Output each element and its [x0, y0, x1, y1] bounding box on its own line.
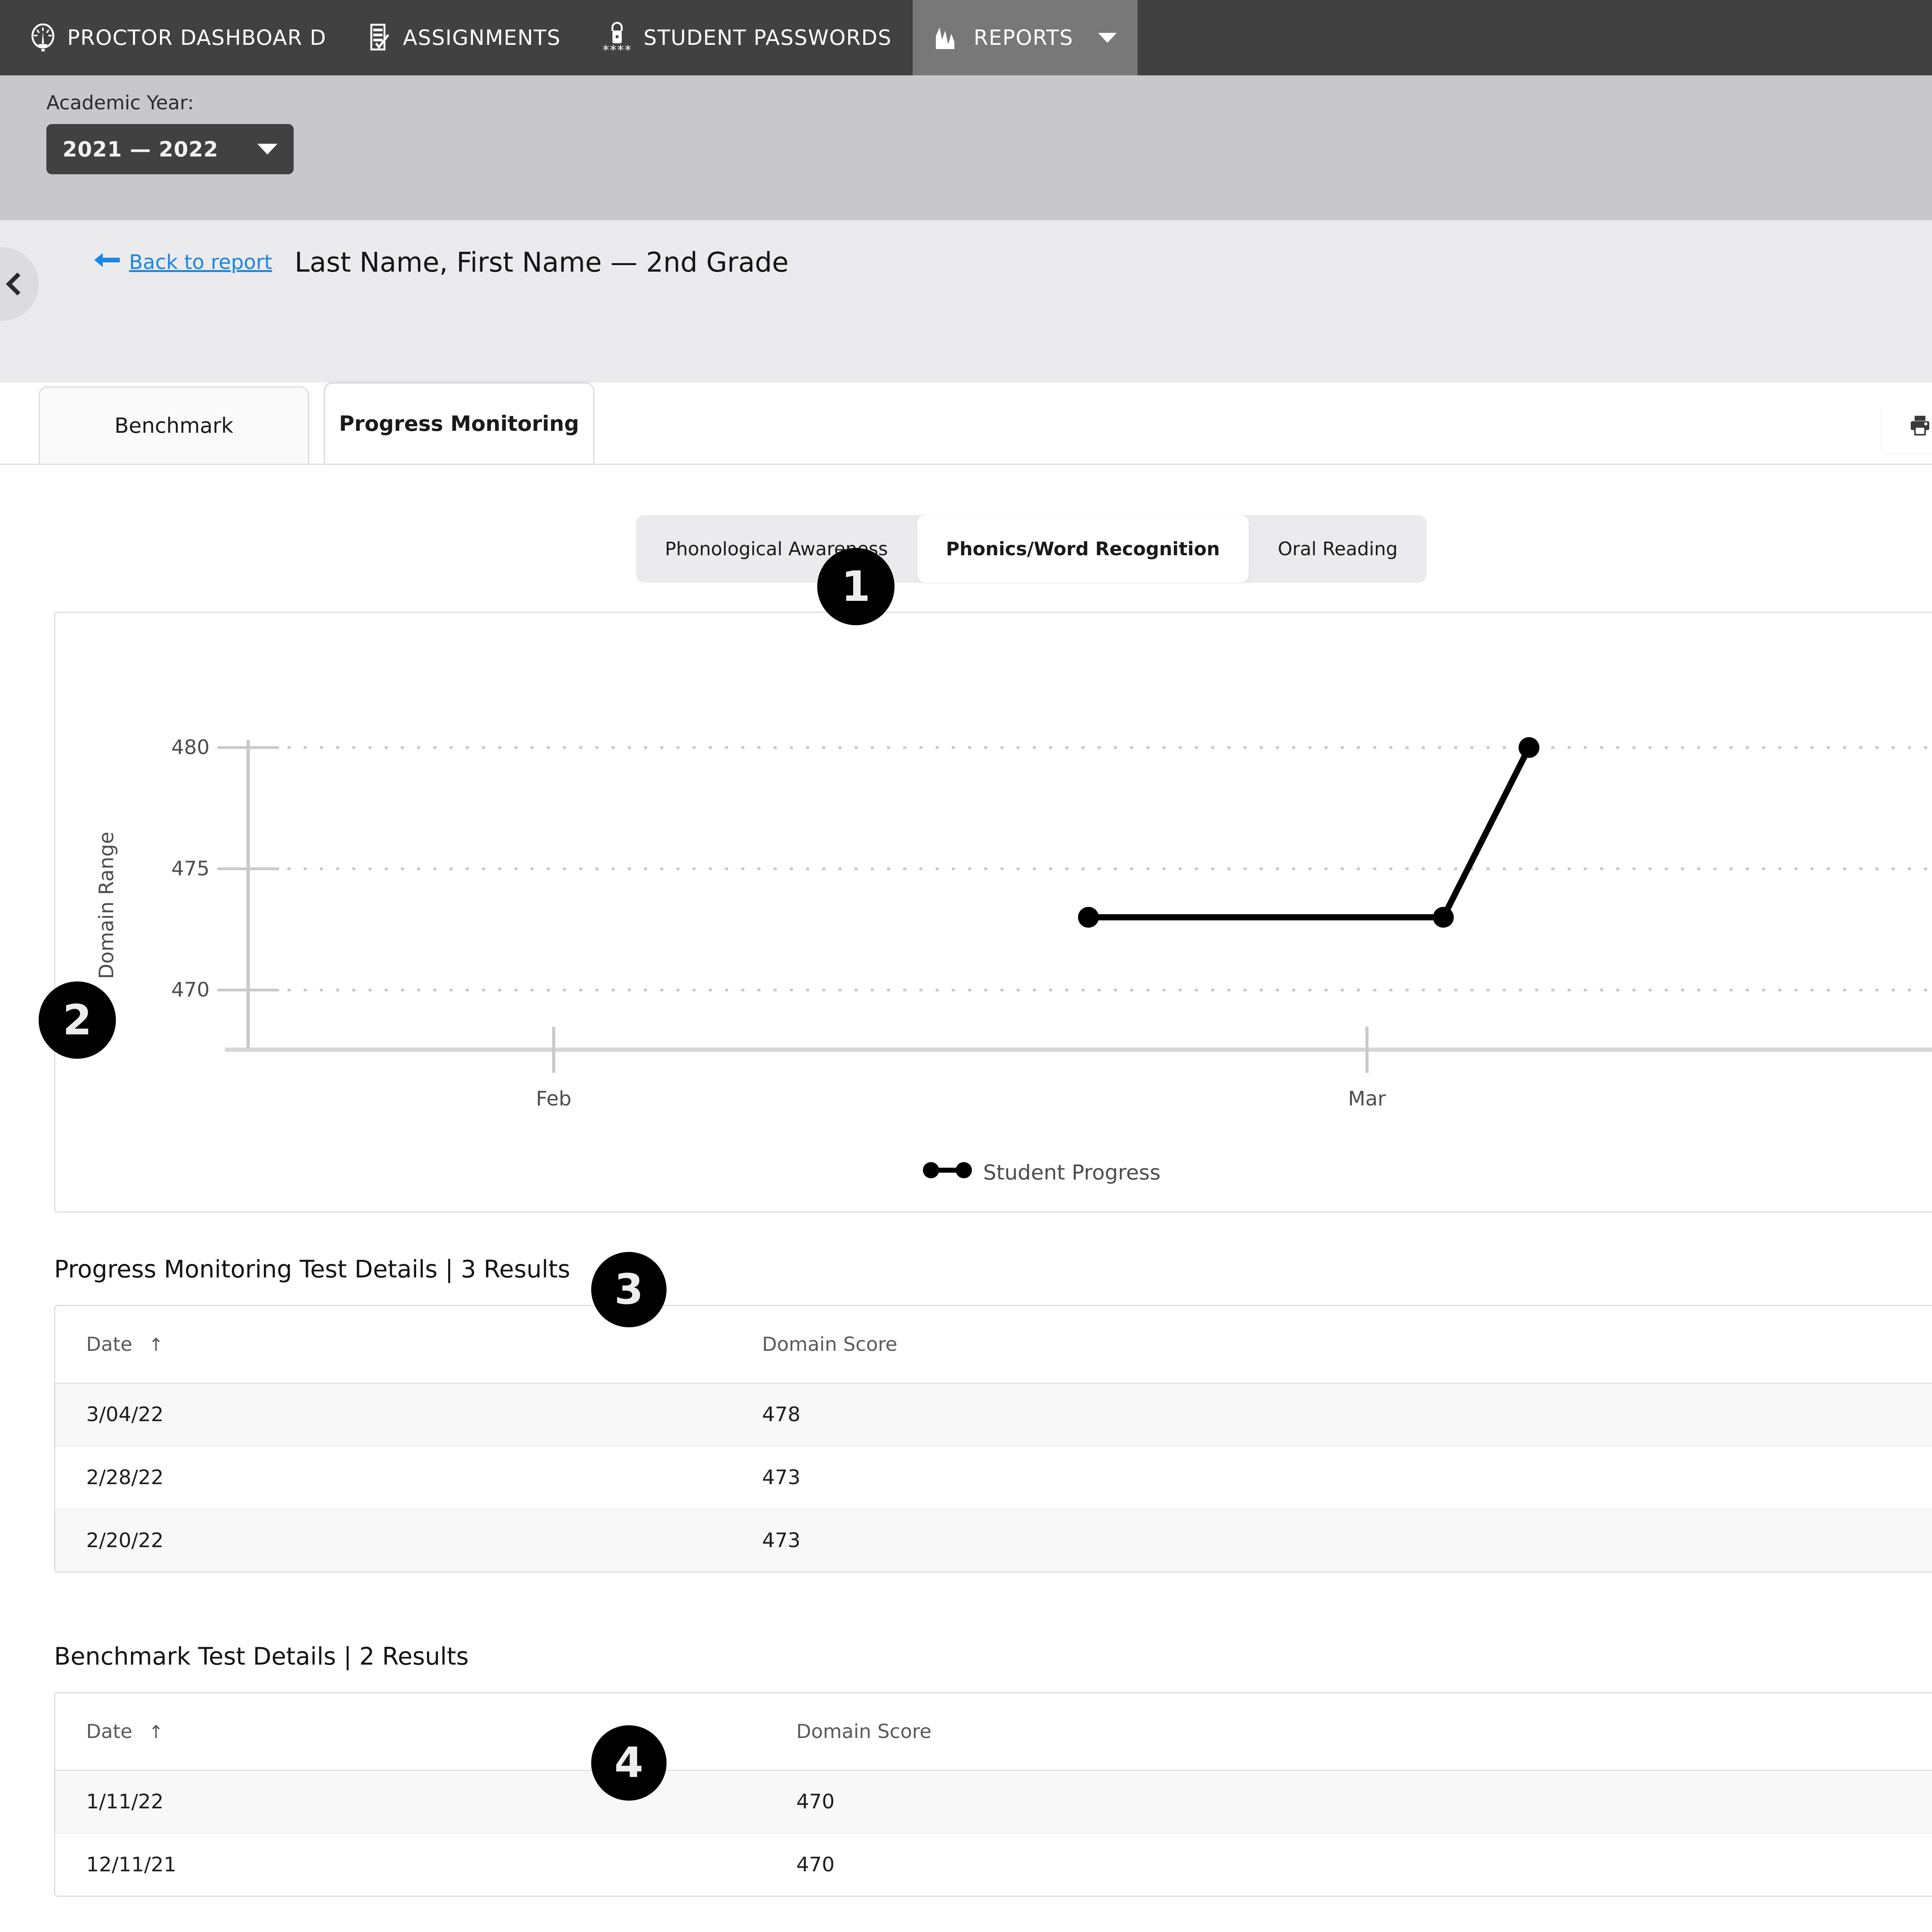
top-navigation-bar: PROCTOR DASHBOAR D ASSIGNMENTS **** STUD…	[0, 0, 1932, 75]
nav-item-label: STUDENT PASSWORDS	[643, 26, 892, 50]
legend-label-student-progress: Student Progress	[983, 1160, 1160, 1184]
table-header-row: Date ↑ Domain Score	[55, 1693, 1932, 1771]
column-header-domain-score[interactable]: Domain Score	[452, 1693, 1932, 1771]
page-header: Back to report Last Name, First Name — 2…	[0, 220, 1932, 383]
column-label: Date	[86, 1720, 133, 1743]
back-to-report-label: Back to report	[129, 251, 272, 274]
academic-year-value: 2021 — 2022	[63, 137, 219, 162]
x-tick-feb: Feb	[536, 1087, 571, 1111]
benchmark-section-title: Benchmark Test Details | 2 Results	[54, 1642, 469, 1670]
arrow-up-icon: ↑	[148, 1334, 163, 1355]
cell-date: 3/04/22	[55, 1383, 418, 1447]
column-header-date[interactable]: Date ↑	[55, 1306, 418, 1384]
password-dots: ****	[602, 43, 632, 58]
gauge-icon	[30, 23, 56, 52]
chevron-down-icon[interactable]	[1098, 32, 1117, 43]
progress-monitoring-table: Date ↑ Domain Score 3/04/22 478 2/28/22 …	[55, 1306, 1932, 1571]
page-title: Last Name, First Name — 2nd Grade	[294, 247, 789, 278]
academic-year-select[interactable]: 2021 — 2022	[46, 124, 294, 174]
domain-tab-strip-wrapper: Phonological Awareness Phonics/Word Reco…	[0, 465, 1932, 583]
chevron-down-icon	[257, 144, 277, 155]
data-point	[1433, 907, 1454, 928]
nav-item-label: ASSIGNMENTS	[403, 26, 561, 50]
series-line-student-progress	[1088, 746, 1532, 920]
nav-item-reports[interactable]: REPORTS	[912, 0, 1138, 75]
arrow-up-icon: ↑	[148, 1721, 163, 1742]
benchmark-table: Date ↑ Domain Score 1/11/22 470 12/11/21…	[55, 1693, 1932, 1896]
y-tick-475: 475	[171, 857, 209, 880]
print-button[interactable]: Print	[1881, 403, 1932, 453]
nav-item-assignments[interactable]: ASSIGNMENTS	[347, 0, 582, 75]
domain-tab-strip: Phonological Awareness Phonics/Word Reco…	[636, 515, 1427, 583]
cell-domain-score: 470	[796, 1853, 835, 1876]
cell-date: 12/11/21	[86, 1853, 177, 1876]
arrow-left-icon	[93, 251, 121, 274]
cell-date: 1/11/22	[55, 1770, 452, 1834]
cell-date: 2/28/22	[55, 1446, 418, 1510]
y-axis-title: Domain Range	[95, 832, 118, 979]
tab-label: Progress Monitoring	[339, 412, 579, 436]
cell-domain-score: 473	[418, 1446, 1932, 1510]
table-row[interactable]: 3/04/22 478	[55, 1383, 1932, 1447]
nav-item-label: REPORTS	[973, 26, 1073, 50]
header-row: Back to report Last Name, First Name — 2…	[0, 220, 1932, 278]
table-row[interactable]: 1/11/22 470	[55, 1770, 1932, 1834]
cell-domain-score: 470	[452, 1770, 1932, 1834]
x-tick-mar: Mar	[1348, 1087, 1386, 1111]
table-row[interactable]: 2/20/22 473	[55, 1509, 1932, 1571]
chart-spike-icon	[934, 24, 962, 51]
annotation-badge-2: 2	[39, 981, 116, 1059]
progress-chart-card: Domain Range 480 475 470 Feb Mar	[54, 612, 1932, 1213]
main-tab-strip: Benchmark Progress Monitoring Print	[0, 383, 1932, 464]
benchmark-table-wrapper: Date ↑ Domain Score 1/11/22 470 12/11/21…	[54, 1692, 1932, 1897]
table-row[interactable]: 2/28/22 473	[55, 1446, 1932, 1510]
academic-year-label: Academic Year:	[46, 92, 194, 114]
clipboard-check-icon	[368, 23, 391, 53]
domain-tab-label: Phonics/Word Recognition	[946, 538, 1220, 560]
data-point	[1078, 907, 1099, 928]
cell-date: 2/20/22	[55, 1509, 418, 1571]
chart-legend: Student Progress	[923, 1160, 1161, 1184]
annotation-badge-4: 4	[591, 1725, 667, 1801]
domain-tab-oral-reading[interactable]: Oral Reading	[1249, 515, 1427, 583]
table-row[interactable]: 12/11/21 470	[55, 1833, 1932, 1896]
column-label: Date	[86, 1333, 133, 1355]
y-tick-480: 480	[171, 736, 209, 759]
y-tick-470: 470	[171, 978, 209, 1002]
domain-tab-label: Oral Reading	[1277, 538, 1398, 560]
progress-line-chart[interactable]: Domain Range 480 475 470 Feb Mar	[55, 613, 1932, 1211]
chevron-left-icon	[6, 272, 29, 296]
data-point	[1519, 737, 1539, 758]
tab-label: Benchmark	[114, 413, 233, 438]
tab-progress-monitoring[interactable]: Progress Monitoring	[324, 383, 594, 464]
table-header-row: Date ↑ Domain Score	[55, 1306, 1932, 1384]
report-panel: Phonological Awareness Phonics/Word Reco…	[0, 464, 1932, 1920]
back-to-report-link[interactable]: Back to report	[93, 251, 272, 274]
nav-item-label: PROCTOR DASHBOAR D	[67, 26, 327, 50]
nav-item-student-passwords[interactable]: **** STUDENT PASSWORDS	[582, 0, 912, 75]
cell-domain-score: 478	[418, 1383, 1932, 1447]
tab-benchmark[interactable]: Benchmark	[39, 386, 309, 464]
progress-monitoring-table-wrapper: Date ↑ Domain Score 3/04/22 478 2/28/22 …	[54, 1305, 1932, 1573]
lock-icon: ****	[602, 21, 632, 58]
nav-item-proctor-dashboard[interactable]: PROCTOR DASHBOAR D	[0, 0, 347, 75]
column-label: Domain Score	[762, 1333, 898, 1355]
column-header-domain-score[interactable]: Domain Score	[418, 1306, 1932, 1384]
annotation-badge-1: 1	[817, 548, 895, 625]
column-header-date[interactable]: Date ↑	[55, 1693, 452, 1771]
progress-monitoring-section-title: Progress Monitoring Test Details | 3 Res…	[54, 1255, 570, 1283]
domain-tab-phonics-word-recognition[interactable]: Phonics/Word Recognition	[917, 515, 1249, 583]
cell-domain-score: 473	[418, 1509, 1932, 1571]
column-label: Domain Score	[796, 1720, 932, 1743]
printer-icon	[1908, 414, 1932, 442]
academic-year-bar: Academic Year: 2021 — 2022	[0, 75, 1932, 220]
annotation-badge-3: 3	[591, 1252, 667, 1327]
